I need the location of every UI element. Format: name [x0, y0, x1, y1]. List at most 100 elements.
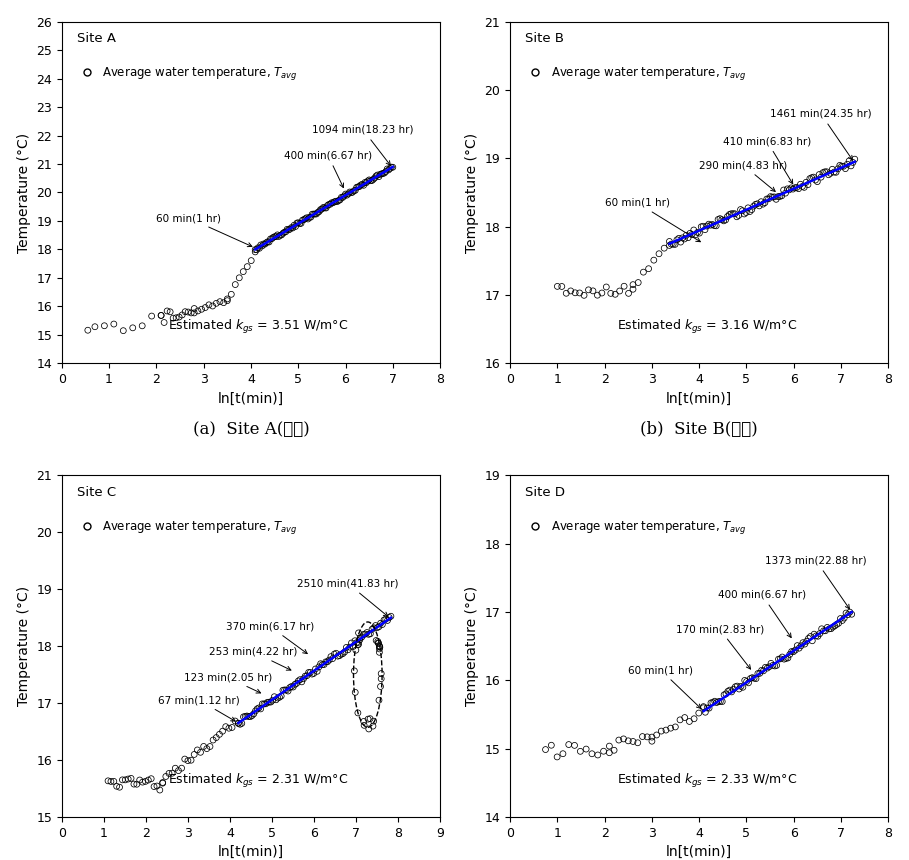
X-axis label: ln[t(min)]: ln[t(min)] [666, 845, 733, 859]
Point [692, 706, 706, 720]
Point [743, 205, 757, 218]
Text: 170 min(2.83 hr): 170 min(2.83 hr) [675, 624, 764, 669]
Point [228, 714, 243, 728]
Point [799, 635, 814, 648]
Point [636, 265, 651, 279]
Point [365, 719, 380, 733]
Point [345, 636, 359, 650]
Point [245, 709, 259, 722]
Point [682, 715, 696, 728]
Point [372, 646, 386, 660]
Point [705, 218, 720, 231]
Point [314, 203, 328, 217]
Point [781, 651, 795, 665]
Point [191, 304, 205, 318]
Point [711, 212, 725, 226]
Point [266, 230, 281, 244]
Point [834, 611, 848, 625]
Point [113, 780, 127, 794]
Point [254, 702, 268, 716]
Point [616, 732, 631, 746]
Point [794, 177, 808, 191]
Point [281, 684, 295, 697]
Point [355, 630, 369, 644]
Point [741, 201, 755, 215]
Point [366, 621, 381, 635]
Point [372, 640, 386, 654]
Point [205, 734, 220, 747]
Point [792, 642, 806, 655]
Point [246, 707, 261, 721]
Point [144, 771, 158, 785]
Point [775, 650, 790, 664]
Point [371, 636, 385, 650]
Point [550, 750, 564, 764]
Point [228, 278, 243, 292]
Point [782, 183, 796, 197]
Point [721, 685, 735, 698]
Point [351, 180, 365, 194]
Point [654, 724, 668, 738]
Point [818, 624, 833, 637]
Point [118, 773, 133, 787]
Point [378, 612, 393, 626]
Text: 370 min(6.17 hr): 370 min(6.17 hr) [225, 621, 314, 654]
Point [803, 172, 817, 186]
Point [153, 783, 167, 797]
Point [308, 207, 323, 221]
Point [351, 637, 365, 651]
Point [579, 742, 594, 756]
Point [677, 710, 692, 724]
Point [707, 218, 722, 232]
Legend: Average water temperature, $T_{avg}$: Average water temperature, $T_{avg}$ [75, 519, 298, 536]
Point [236, 710, 251, 724]
Point [836, 159, 851, 173]
Point [376, 613, 391, 627]
Text: 290 min(4.83 hr): 290 min(4.83 hr) [699, 160, 787, 192]
Point [256, 697, 271, 711]
Point [679, 229, 694, 243]
Point [786, 645, 801, 659]
Point [372, 636, 386, 650]
Point [363, 712, 377, 726]
Point [293, 673, 307, 686]
Point [311, 206, 325, 219]
Point [668, 237, 683, 251]
Point [705, 696, 720, 709]
Point [320, 199, 335, 212]
Point [349, 636, 364, 649]
Point [215, 724, 230, 738]
Point [298, 669, 313, 683]
Point [351, 626, 365, 640]
Point [732, 682, 746, 696]
Point [372, 642, 386, 656]
Point [696, 219, 711, 233]
Point [771, 190, 785, 204]
Point [718, 213, 733, 227]
Point [125, 321, 140, 335]
Point [184, 753, 198, 767]
Point [625, 282, 640, 296]
Point [202, 298, 216, 311]
Point [248, 243, 263, 256]
Point [348, 685, 363, 699]
Point [809, 629, 824, 642]
Point [340, 188, 355, 202]
Point [177, 752, 192, 766]
Point [368, 618, 383, 632]
Point [358, 175, 373, 189]
Text: 60 min(1 hr): 60 min(1 hr) [628, 665, 701, 709]
Point [827, 619, 842, 633]
Point [352, 180, 366, 194]
Point [365, 174, 379, 187]
Point [291, 674, 305, 688]
Point [584, 746, 599, 760]
Point [361, 174, 375, 187]
Legend: Average water temperature, $T_{avg}$: Average water temperature, $T_{avg}$ [75, 65, 298, 83]
Point [240, 710, 255, 723]
X-axis label: ln[t(min)]: ln[t(min)] [218, 845, 284, 859]
Point [554, 280, 569, 293]
Point [374, 617, 388, 630]
Point [316, 658, 331, 672]
Text: 67 min(1.12 hr): 67 min(1.12 hr) [158, 695, 240, 721]
